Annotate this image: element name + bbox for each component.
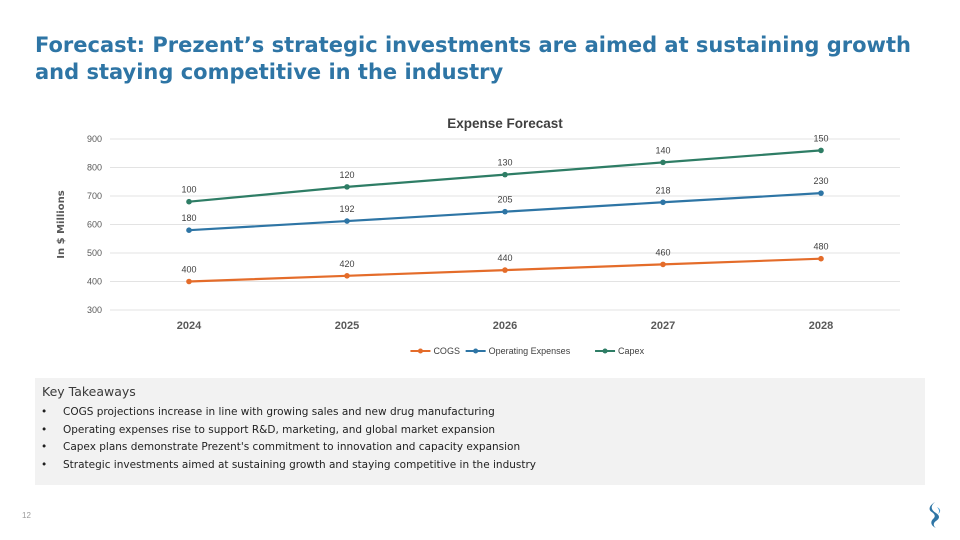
y-tick-label: 300 xyxy=(87,305,102,315)
key-takeaways-list: • COGS projections increase in line with … xyxy=(41,404,911,474)
data-label: 100 xyxy=(181,185,196,195)
takeaway-text: COGS projections increase in line with g… xyxy=(63,406,495,418)
data-point xyxy=(344,273,350,279)
data-point xyxy=(502,267,508,273)
takeaway-item: • Capex plans demonstrate Prezent's commi… xyxy=(41,439,911,457)
bullet-icon: • xyxy=(41,406,48,418)
takeaway-text: Capex plans demonstrate Prezent's commit… xyxy=(63,441,521,453)
data-point xyxy=(818,255,824,262)
data-label: 480 xyxy=(813,242,828,252)
legend-label: Capex xyxy=(618,346,645,356)
y-tick-label: 500 xyxy=(87,248,102,258)
legend-label: Operating Expenses xyxy=(489,346,571,356)
x-tick-label: 2025 xyxy=(335,320,359,332)
data-point xyxy=(818,190,824,196)
data-point xyxy=(502,208,508,215)
y-axis-title: In $ Millions xyxy=(56,190,67,258)
data-point xyxy=(660,199,666,206)
x-tick-label: 2028 xyxy=(809,320,833,332)
chart-title: Expense Forecast xyxy=(447,116,563,131)
prezent-logo-icon xyxy=(929,502,941,528)
key-takeaways-title: Key Takeaways xyxy=(42,384,136,399)
data-label: 218 xyxy=(655,185,670,195)
legend-swatch-marker xyxy=(473,348,479,354)
y-tick-label: 900 xyxy=(87,134,102,144)
page-number: 12 xyxy=(22,511,31,520)
legend-label: COGS xyxy=(433,346,460,356)
y-tick-label: 400 xyxy=(87,277,102,287)
takeaway-item: • Strategic investments aimed at sustaini… xyxy=(41,457,911,475)
data-point xyxy=(186,198,192,205)
y-tick-label: 800 xyxy=(87,163,102,173)
data-label: 120 xyxy=(339,170,354,180)
expense-forecast-chart: Expense Forecast 300 400 500 600 700 800 900 In … xyxy=(40,108,920,370)
data-label: 400 xyxy=(181,265,196,275)
takeaway-item: • Operating expenses rise to support R&D,… xyxy=(41,422,911,440)
data-point xyxy=(660,159,666,166)
data-label: 180 xyxy=(181,213,196,223)
data-label: 192 xyxy=(339,204,354,214)
x-tick-label: 2027 xyxy=(651,320,675,332)
data-label: 230 xyxy=(813,176,828,186)
data-point xyxy=(186,227,192,233)
data-point xyxy=(818,147,824,154)
x-tick-label: 2026 xyxy=(493,320,517,332)
legend-swatch-marker xyxy=(417,348,423,354)
x-tick-label: 2024 xyxy=(177,320,202,332)
data-label: 140 xyxy=(655,145,670,155)
data-point xyxy=(186,278,192,285)
chart-svg: Expense Forecast 300 400 500 600 700 800 900 In … xyxy=(56,116,900,356)
data-point xyxy=(344,218,350,224)
data-point xyxy=(660,261,666,268)
bullet-icon: • xyxy=(41,458,48,471)
y-tick-label: 600 xyxy=(87,220,102,230)
data-point xyxy=(344,184,350,190)
data-label: 130 xyxy=(497,158,512,168)
bullet-icon: • xyxy=(41,423,48,436)
data-label: 205 xyxy=(497,195,512,205)
data-label: 150 xyxy=(813,133,828,143)
bullet-icon: • xyxy=(41,441,48,453)
takeaway-item: • COGS projections increase in line with … xyxy=(41,404,911,422)
legend-swatch-marker xyxy=(602,348,608,354)
data-label: 460 xyxy=(655,247,670,257)
takeaway-text: Strategic investments aimed at sustainin… xyxy=(63,458,537,471)
data-label: 440 xyxy=(497,253,512,263)
key-takeaways-panel: Key Takeaways • COGS projections increase… xyxy=(35,378,925,485)
y-tick-label: 700 xyxy=(87,191,102,201)
data-point xyxy=(502,171,508,178)
takeaway-text: Operating expenses rise to support R&D, … xyxy=(63,423,496,436)
slide-title: Forecast: Prezent’s strategic investment… xyxy=(35,33,911,84)
data-label: 420 xyxy=(339,259,354,269)
